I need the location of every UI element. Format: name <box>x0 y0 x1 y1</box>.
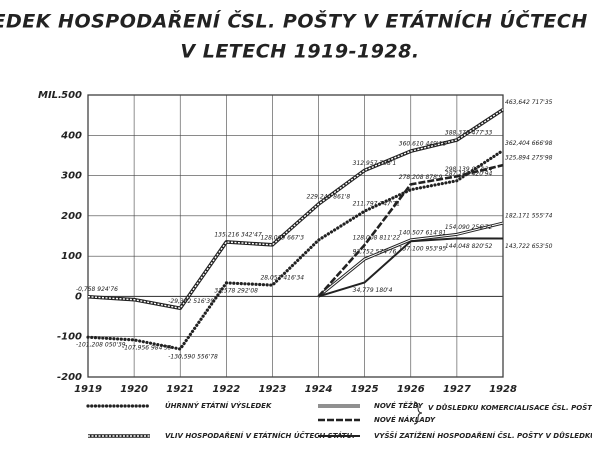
y-unit: MIL. <box>38 90 62 101</box>
data-label: -0,758 924'76 <box>76 286 118 293</box>
x-tick-label: 1922 <box>212 384 240 395</box>
data-label: 140,507 614'81 <box>399 229 446 236</box>
y-tick-label: 500 <box>61 90 82 101</box>
data-label: -29,352 516'39 <box>168 298 214 305</box>
data-label: 182,171 555'74 <box>505 213 553 220</box>
data-label: 137,100 953'95 <box>399 246 447 253</box>
y-tick-label: 300 <box>61 171 82 182</box>
legend-label: VLIV HOSPODAŘENÍ V ETÁTNÍCH ÚČTECH STÁTU… <box>165 431 355 440</box>
y-tick-label: 400 <box>60 130 82 141</box>
legend-label: VYŠŠÍ ZATÍŽENÍ HOSPODAŘENÍ ČSL. POŠTY V … <box>374 431 592 440</box>
series-line <box>318 237 504 298</box>
data-label: 28,051 416'34 <box>260 275 304 282</box>
data-label: 92,752 574'76 <box>353 249 397 256</box>
chart-title: V LETECH 1919-1928. <box>180 41 419 63</box>
series-line <box>317 163 504 298</box>
legend-label: NOVÉ NÁKLADY <box>374 415 436 424</box>
legend-note: V DŮSLEDKU KOMERCIALISACE ČSL. POŠTY. <box>428 403 592 412</box>
x-tick-label: 1921 <box>166 384 194 395</box>
data-label: 154,090 256'72 <box>445 224 493 231</box>
data-label: 33,578 292'08 <box>214 287 258 294</box>
data-label: 128,008 811'22 <box>353 234 401 241</box>
data-label: 278,208 878'9 <box>399 174 443 181</box>
data-label: -130,590 556'78 <box>168 354 218 361</box>
y-tick-label: 200 <box>61 211 82 222</box>
data-label: 360,610 449'18 <box>399 141 447 148</box>
x-tick-label: 1919 <box>74 384 102 395</box>
data-label: 128,069 667'3 <box>260 234 304 241</box>
x-tick-label: 1924 <box>305 384 333 395</box>
y-tick-label: 100 <box>61 251 82 262</box>
data-label: 34,779 180'4 <box>353 287 393 294</box>
series-line <box>86 148 505 351</box>
legend-label: NOVÉ TĚŽBY <box>374 401 424 410</box>
x-tick-label: 1928 <box>489 384 517 395</box>
data-label: 144,048 820'52 <box>445 243 493 250</box>
brace <box>413 401 423 425</box>
data-label: 325,894 275'98 <box>505 155 553 162</box>
x-tick-label: 1926 <box>397 384 425 395</box>
data-label: 463,642 717'35 <box>505 99 553 106</box>
x-tick-label: 1920 <box>120 384 148 395</box>
x-tick-label: 1923 <box>259 384 287 395</box>
data-label: 312,957 798'1 <box>353 160 397 167</box>
data-label: 211,797 747'71 <box>353 201 400 208</box>
x-tick-label: 1927 <box>443 384 471 395</box>
y-tick-label: 0 <box>75 291 82 302</box>
legend-label: ÚHRNNÝ ETÁTNÍ VÝSLEDEK <box>165 401 272 410</box>
series-line <box>87 108 504 311</box>
x-tick-label: 1925 <box>351 384 379 395</box>
chart-title: VÝSLEDEK HOSPODAŘENÍ ČSL. POŠTY V ETÁTNÍ… <box>0 9 592 33</box>
y-tick-label: -100 <box>57 332 82 343</box>
y-tick-label: -200 <box>57 372 82 383</box>
data-label: -101,208 050'39 <box>76 342 126 349</box>
data-label: 143,722 653'50 <box>505 243 553 250</box>
data-label: 298,139 077'24 <box>445 166 493 173</box>
series-line <box>318 222 504 297</box>
data-label: 135,216 342'47 <box>214 231 262 238</box>
data-label: 362,404 666'98 <box>505 140 553 147</box>
data-label: 388,378 477'33 <box>445 129 493 136</box>
data-label: -107,956 984'59 <box>122 344 172 351</box>
data-label: 229,244 861'8 <box>307 194 351 201</box>
